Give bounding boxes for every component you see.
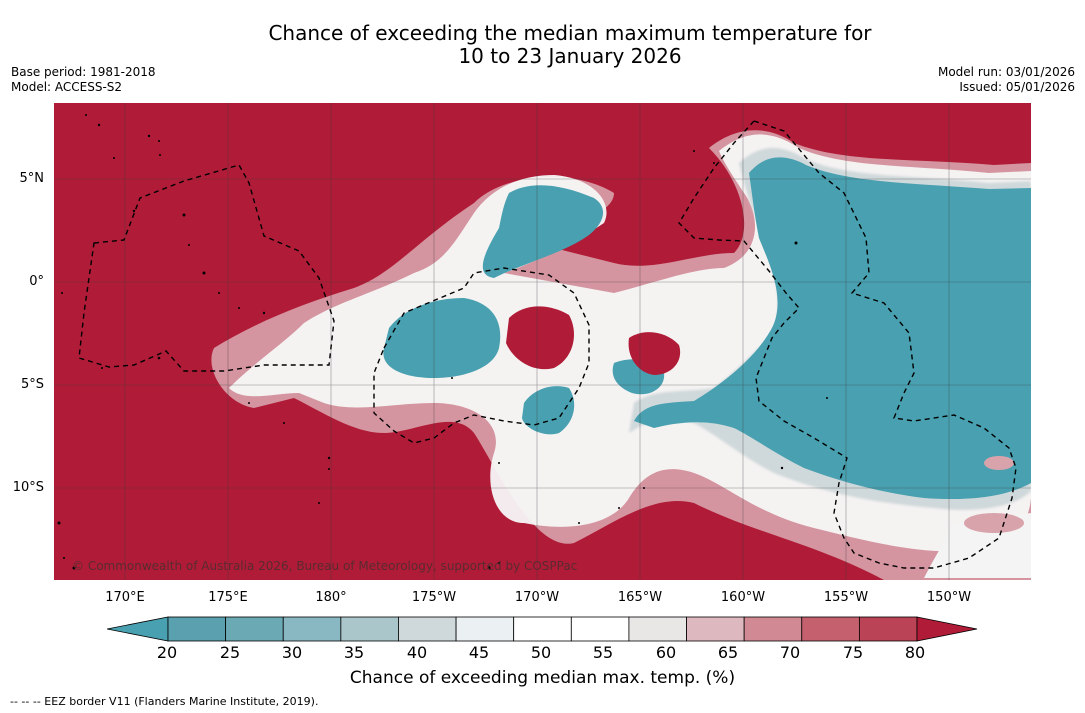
lon-tick-170e: 170°E (105, 590, 145, 605)
lon-tick-170w: 170°W (514, 590, 560, 605)
lon-tick-180: 180° (315, 590, 347, 605)
model-run-date: Model run: 03/01/2026 (937, 65, 1075, 79)
lon-tick-175w: 175°W (411, 590, 457, 605)
blue-region-northeast (634, 157, 1031, 500)
colorbar-cell (340, 616, 399, 642)
below-median-regions (383, 157, 1031, 500)
colorbar-high-extension (916, 616, 978, 642)
model-name: Model: ACCESS-S2 (11, 80, 123, 94)
above-median-pockets (506, 306, 681, 375)
colorbar-cell (398, 616, 457, 642)
lon-tick-160w: 160°W (720, 590, 766, 605)
colorbar (107, 616, 978, 642)
colorbar-label: 80 (904, 643, 926, 662)
colorbar-label: 55 (592, 643, 614, 662)
colorbar-label: 30 (281, 643, 303, 662)
eez-legend: -- -- -- EEZ border V11 (Flanders Marine… (10, 695, 319, 708)
lat-tick-0: 0° (29, 274, 44, 289)
colorbar-label: 35 (343, 643, 365, 662)
colorbar-cell (282, 616, 342, 642)
lat-tick-5s: 5°S (20, 377, 44, 392)
eez-border-line-islands (678, 120, 1017, 569)
graticule (54, 103, 1031, 580)
colorbar-cell (858, 616, 918, 642)
colorbar-cell (801, 616, 860, 642)
colorbar-cell (225, 616, 284, 642)
colorbar-label: 75 (842, 643, 864, 662)
colorbar-cell (455, 616, 515, 642)
lat-tick-10s: 10°S (12, 480, 44, 495)
colorbar-label: 65 (717, 643, 739, 662)
blue-region-north (482, 185, 604, 278)
blue-region-central (383, 298, 501, 378)
eez-border-tokelau-samoa (373, 267, 590, 444)
map-title-line2: 10 to 23 January 2026 (458, 44, 682, 68)
colorbar-cell (513, 616, 572, 642)
colorbar-title: Chance of exceeding median max. temp. (%… (349, 668, 736, 688)
colorbar-cell (628, 616, 687, 642)
colorbar-label: 20 (156, 643, 178, 662)
copyright-notice: © Commonwealth of Australia 2026, Bureau… (72, 559, 578, 573)
blue-region-south (522, 386, 575, 435)
lon-tick-175e: 175°E (208, 590, 248, 605)
lon-tick-150w: 150°W (926, 590, 972, 605)
issued-date: Issued: 05/01/2026 (959, 80, 1075, 94)
map-title-line1: Chance of exceeding the median maximum t… (268, 21, 872, 45)
colorbar-cell (686, 616, 745, 642)
colorbar-cell (167, 616, 227, 642)
lat-tick-5n: 5°N (19, 171, 45, 186)
colorbar-low-extension (107, 616, 169, 642)
forecast-map (54, 103, 1031, 580)
colorbar-label: 45 (468, 643, 490, 662)
pink-pocket-southeast (964, 456, 1024, 533)
colorbar-label: 50 (530, 643, 552, 662)
base-period: Base period: 1981-2018 (11, 65, 156, 79)
colorbar-cell (570, 616, 630, 642)
lon-tick-155w: 155°W (823, 590, 869, 605)
colorbar-cell (743, 616, 803, 642)
colorbar-label: 25 (219, 643, 241, 662)
lon-tick-165w: 165°W (617, 590, 663, 605)
eez-borders (78, 120, 1017, 569)
colorbar-label: 40 (406, 643, 428, 662)
island-dots (57, 114, 828, 570)
colorbar-label: 70 (779, 643, 801, 662)
colorbar-label: 60 (655, 643, 677, 662)
